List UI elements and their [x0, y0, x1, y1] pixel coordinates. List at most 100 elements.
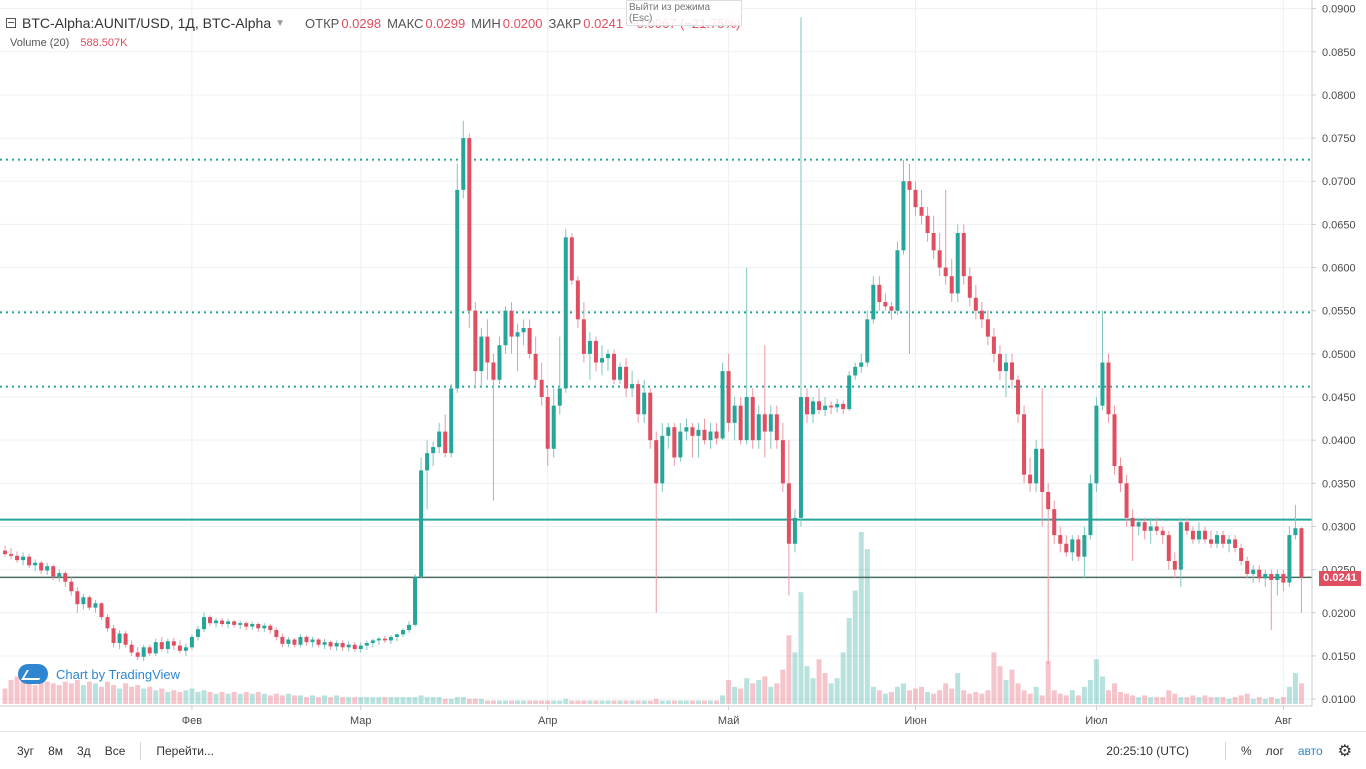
candle-body [27, 556, 32, 566]
candle-body [292, 639, 297, 645]
volume-bar [322, 695, 328, 704]
chevron-down-icon[interactable]: ▼ [275, 17, 286, 29]
volume-bar [1196, 697, 1202, 704]
volume-bar [62, 681, 68, 704]
candle-body [997, 353, 1002, 372]
toolbar-divider [1224, 741, 1226, 760]
candle-body [961, 233, 966, 277]
candle-body [1106, 362, 1111, 415]
range-3y-button[interactable]: 3уг [17, 743, 35, 758]
volume-bar [135, 685, 141, 704]
volume-bar [38, 679, 44, 704]
price-axis[interactable]: 0.01000.01500.02000.02500.03000.03500.04… [1312, 4, 1356, 706]
volume-bar [261, 693, 267, 704]
range-all-button[interactable]: Все [104, 743, 126, 758]
candle-body [853, 366, 858, 376]
candle-body [768, 414, 773, 432]
time-axis[interactable]: ФевМарАпрМайИюнИюлАвгСенОкт [182, 706, 1366, 727]
volume-bar [86, 681, 92, 704]
candle-body [171, 641, 176, 646]
candle-body [624, 366, 629, 389]
candle-body [1094, 405, 1099, 484]
candle-body [473, 310, 478, 372]
candle-body [871, 284, 876, 320]
candle-body [817, 401, 822, 410]
volume-bar [533, 700, 539, 704]
toolbar-divider [140, 741, 142, 760]
tradingview-watermark[interactable]: Chart by TradingView [18, 664, 180, 684]
candle-body [786, 483, 791, 544]
volume-bar [1027, 693, 1033, 704]
high-label: МАКС [387, 15, 424, 31]
volume-bar [521, 700, 527, 704]
volume-bar [563, 698, 569, 704]
volume-bar [1118, 691, 1124, 704]
candle-body [1257, 569, 1262, 579]
volume-bar [1256, 697, 1262, 704]
log-scale-button[interactable]: лог [1265, 743, 1284, 758]
candle-body [714, 431, 719, 439]
candle-body [1293, 528, 1298, 536]
candle-body [1016, 379, 1021, 415]
volume-bar [1045, 661, 1051, 704]
auto-scale-button[interactable]: авто [1297, 743, 1323, 758]
volume-bar [352, 697, 358, 704]
candle-body [557, 388, 562, 406]
candle-body [1172, 561, 1177, 570]
candle-body [352, 644, 357, 650]
volume-bar [490, 700, 496, 704]
volume-bar [285, 693, 291, 704]
volume-bar [442, 698, 448, 704]
bottom-toolbar: 3уг 8м 3д Все Перейти... 20:25:10 (UTC) … [0, 731, 1366, 769]
goto-date-button[interactable]: Перейти... [156, 743, 214, 758]
symbol-title[interactable]: BTC-Alpha:AUNIT/USD, 1Д, BTC-Alpha [22, 15, 272, 31]
utc-clock[interactable]: 20:25:10 (UTC) [1106, 743, 1189, 758]
volume-bar [1069, 690, 1075, 704]
percent-scale-button[interactable]: % [1240, 743, 1252, 758]
y-tick-label: 0.0300 [1322, 521, 1356, 533]
volume-bar [448, 698, 454, 704]
candle-body [1112, 414, 1117, 467]
candle-body [744, 397, 749, 441]
range-3d-button[interactable]: 3д [77, 743, 91, 758]
volume-bar [159, 688, 165, 704]
tradingview-cloud-icon [18, 664, 48, 684]
volume-bar [141, 688, 147, 704]
candle-body [111, 628, 116, 643]
volume-bar [1202, 695, 1208, 704]
volume-bar [828, 683, 834, 704]
candle-body [672, 427, 677, 458]
candle-body [618, 366, 623, 380]
candle-body [648, 392, 653, 441]
candle-body [660, 435, 665, 484]
volume-bar [171, 690, 177, 704]
gear-icon[interactable]: ⚙ [1337, 742, 1352, 760]
volume-bar [840, 652, 846, 704]
volume-bar [864, 549, 870, 704]
volume-bar [762, 676, 768, 704]
volume-bar [888, 691, 894, 704]
range-8m-button[interactable]: 8м [48, 743, 63, 758]
volume-bar [466, 698, 472, 704]
candle-body [117, 633, 122, 643]
volume-bar [955, 673, 961, 704]
candle-body [1263, 573, 1268, 579]
candle-body [1046, 491, 1051, 510]
collapse-icon[interactable] [6, 18, 16, 28]
volume-bar [454, 697, 460, 704]
candle-body [189, 636, 194, 648]
volume-indicator-name: Volume (20) [10, 37, 70, 49]
volume-bar [1142, 695, 1148, 704]
volume-bar [189, 688, 195, 704]
candle-body [937, 250, 942, 268]
chart-canvas[interactable]: 0.01000.01500.02000.02500.03000.03500.04… [0, 0, 1366, 731]
x-tick-label: Июл [1085, 715, 1107, 727]
volume-bar [225, 693, 231, 704]
volume-bar [376, 697, 382, 704]
volume-bar [364, 697, 370, 704]
volume-bar [1268, 697, 1274, 704]
volume-bar [810, 678, 816, 704]
candle-body [316, 639, 321, 645]
volume-bar [653, 698, 659, 704]
volume-indicator-legend[interactable]: Volume (20) 588.507K [10, 37, 127, 49]
